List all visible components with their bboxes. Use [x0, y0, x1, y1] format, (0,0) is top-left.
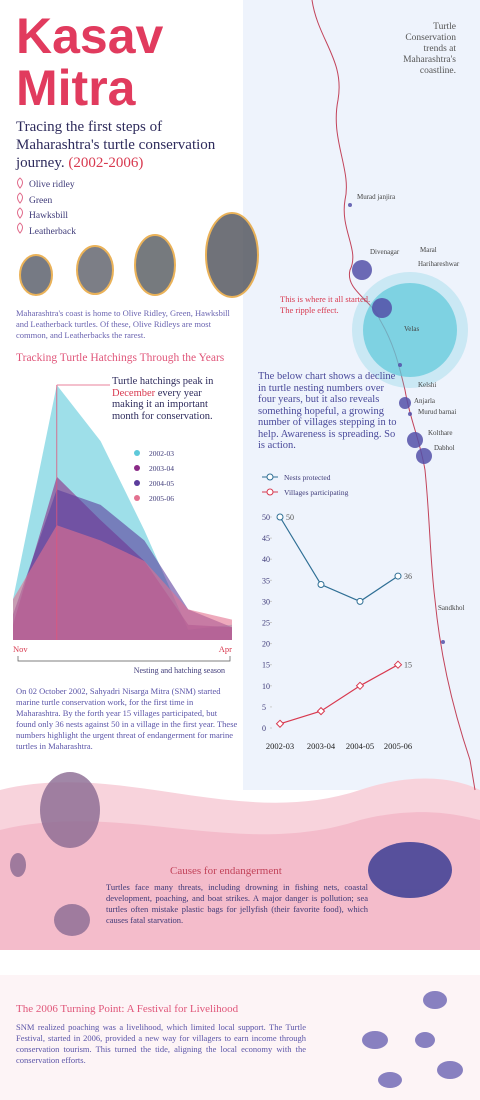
map-site	[408, 412, 412, 416]
legend-label: Villages participating	[284, 488, 349, 497]
legend-marker	[134, 450, 140, 456]
chart-title: Tracking Turtle Hatchings Through the Ye…	[16, 352, 225, 364]
y-tick-label: 50	[262, 513, 270, 522]
point	[393, 660, 403, 669]
map-label: Kelshi	[418, 381, 436, 389]
title: Kasav Mitra	[16, 10, 163, 114]
x-tick-label: 2005-06	[384, 741, 412, 751]
map-panel	[243, 0, 480, 790]
map-label: Murud barnai	[418, 408, 456, 416]
legend-label: Nests protected	[284, 473, 331, 482]
y-tick-label: 30	[262, 597, 270, 606]
chart-note: The below chart shows a decline in turtl…	[258, 371, 397, 451]
map-label: Sandkhol	[438, 604, 465, 612]
section-text: Turtles face many threats, including dro…	[106, 882, 368, 925]
y-tick-label: 45	[262, 534, 270, 543]
wave	[0, 812, 480, 950]
x-tick-label: Apr	[219, 644, 232, 654]
point	[394, 572, 402, 580]
map-site	[348, 203, 352, 207]
y-tick-label: 20	[262, 640, 270, 649]
legend-label: 2004-05	[149, 479, 174, 488]
map-label: Murad janjira	[357, 193, 396, 201]
legend-label: 2003-04	[149, 464, 174, 473]
map-label: Anjarla	[414, 397, 436, 405]
legend-marker	[134, 480, 140, 486]
turtle-icons	[10, 212, 463, 1088]
legend-marker	[134, 495, 140, 501]
title-line: Kasav	[16, 8, 164, 64]
intro: Maharashtra's coast is home to Olive Rid…	[16, 308, 230, 340]
map-site	[407, 432, 423, 448]
subtitle: Tracing the first steps of Maharashtra's…	[16, 118, 246, 172]
map-label: Velas	[404, 325, 419, 333]
y-tick-label: 15	[262, 661, 270, 670]
point	[317, 581, 325, 589]
map-label: Kolthare	[428, 429, 453, 437]
y-tick-label: 40	[262, 555, 270, 564]
species-list: Olive ridley Green Hawksbill Leatherback	[29, 178, 76, 240]
section-text: SNM realized poaching was a livelihood, …	[16, 1022, 306, 1065]
section-title: Causes for endangerment	[170, 865, 282, 877]
y-tick-label: 25	[262, 619, 270, 628]
history: On 02 October 2002, Sahyadri Nisarga Mit…	[16, 686, 238, 751]
species: Olive ridley	[29, 180, 75, 190]
point	[316, 706, 326, 716]
species: Hawksbill	[29, 211, 69, 221]
map-label: Divenagar	[370, 248, 400, 256]
value-label: 36	[404, 572, 412, 581]
line	[279, 664, 399, 725]
area	[13, 525, 232, 640]
axis-bracket	[17, 656, 231, 662]
x-axis-label: Nesting and hatching season	[134, 666, 225, 675]
y-tick-label: 35	[262, 576, 270, 585]
subtitle-text: Tracing the first steps of Maharashtra's…	[16, 119, 216, 171]
chart-annotation: Turtle hatchings peak in December every …	[112, 376, 232, 422]
annotation-text: Turtle hatchings peak in	[112, 376, 214, 387]
y-tick-label: 0	[262, 724, 266, 733]
map-label: Harihareshwar	[418, 260, 460, 268]
map-site	[352, 260, 372, 280]
species: Green	[29, 195, 53, 206]
annotation-highlight: December	[112, 387, 156, 399]
annotation-text: every year making it an important month …	[112, 387, 213, 422]
x-tick-label: 2002-03	[266, 741, 294, 751]
legend-label: 2005-06	[149, 494, 174, 503]
x-tick-label: Nov	[13, 644, 28, 654]
point	[356, 597, 364, 605]
y-tick-label: 5	[262, 703, 266, 712]
legend-marker	[266, 488, 274, 496]
map-callout: This is where it all started. The ripple…	[280, 294, 371, 315]
line	[279, 516, 399, 603]
x-tick-label: 2003-04	[307, 741, 336, 751]
map-site	[372, 298, 392, 318]
legend-marker	[266, 473, 274, 481]
map-label: Dabhol	[434, 444, 455, 452]
value-label: 15	[404, 661, 412, 670]
map-site	[398, 363, 402, 367]
section-title: The 2006 Turning Point: A Festival for L…	[16, 1003, 239, 1015]
y-tick-label: 10	[262, 682, 270, 691]
map-site	[441, 640, 445, 644]
map-site	[416, 448, 432, 464]
x-tick-label: 2004-05	[346, 741, 374, 751]
map-caption: Turtle Conservation trends at Maharashtr…	[403, 22, 456, 76]
species: Leatherback	[29, 226, 76, 237]
point	[275, 719, 285, 728]
species-icons	[17, 177, 23, 234]
map-site	[399, 397, 411, 409]
legend-label: 2002-03	[149, 449, 174, 458]
point	[276, 513, 284, 521]
legend-marker	[134, 465, 140, 471]
subtitle-years: (2002-2006)	[68, 155, 144, 171]
point	[355, 681, 365, 691]
value-label: 50	[286, 513, 294, 522]
map-label: Maral	[420, 246, 437, 254]
title-line: Mitra	[16, 60, 136, 116]
